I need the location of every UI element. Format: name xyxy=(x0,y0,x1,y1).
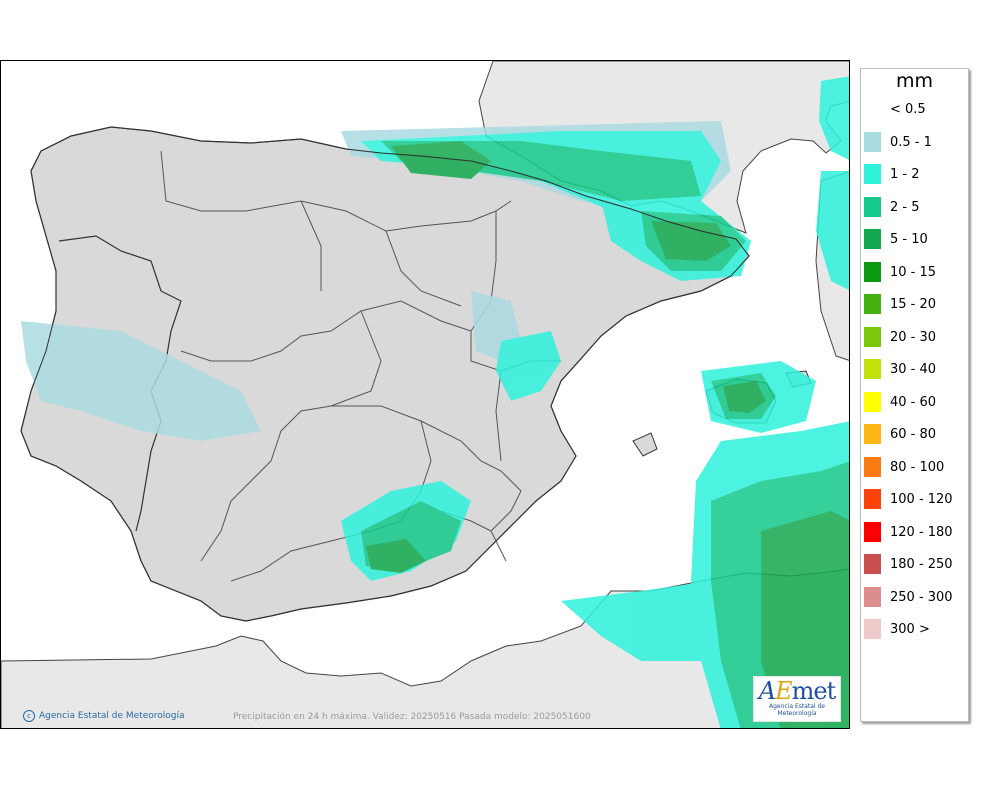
legend-swatch xyxy=(864,424,881,444)
legend-label: 120 - 180 xyxy=(890,524,953,540)
precipitation-legend: mm < 0.5 0.5 - 1 1 - 2 2 - 5 5 - 10 10 - 15 15… xyxy=(860,68,969,722)
legend-label: 180 - 250 xyxy=(890,557,953,572)
legend-item: 180 - 250 xyxy=(861,554,968,574)
legend-swatch xyxy=(864,586,881,607)
legend-swatch xyxy=(864,196,881,217)
legend-swatch xyxy=(864,359,881,379)
legend-label: 80 - 100 xyxy=(890,459,945,475)
legend-label: 0.5 - 1 xyxy=(890,134,932,150)
ibiza xyxy=(632,432,658,457)
precip-area-1-2 xyxy=(561,581,761,661)
legend-swatch xyxy=(864,294,881,314)
legend-unit: mm xyxy=(895,70,934,92)
legend-label: 15 - 20 xyxy=(890,297,937,312)
legend-label: 20 - 30 xyxy=(890,329,937,345)
precipitation-overlay xyxy=(21,76,849,728)
precip-area-5-10 xyxy=(651,221,731,261)
legend-item: 60 - 80 xyxy=(861,424,968,444)
portugal-border xyxy=(58,235,182,532)
agency-credit-text: Agencia Estatal de Meteorología xyxy=(39,711,185,721)
legend-item: < 0.5 xyxy=(861,99,968,119)
legend-swatch xyxy=(864,391,881,412)
legend-item: 5 - 10 xyxy=(861,229,968,249)
precip-area-5-10 xyxy=(391,141,491,179)
legend-label: 10 - 15 xyxy=(890,264,937,280)
legend-swatch xyxy=(864,619,881,639)
aemet-logo: AEmet Agencia Estatal de Meteorología xyxy=(753,676,841,722)
legend-swatch xyxy=(864,326,881,347)
legend-item: 20 - 30 xyxy=(861,326,968,347)
precip-area-0p5-1 xyxy=(21,321,261,441)
legend-label: 100 - 120 xyxy=(890,492,953,507)
legend-swatch xyxy=(864,456,881,477)
legend-label: < 0.5 xyxy=(890,102,926,117)
legend-swatch xyxy=(864,521,881,542)
legend-label: 5 - 10 xyxy=(890,232,928,247)
legend-swatch xyxy=(864,489,881,509)
precipitation-map: c Agencia Estatal de Meteorología Precip… xyxy=(0,60,850,729)
legend-label: 2 - 5 xyxy=(890,199,920,215)
legend-swatch xyxy=(864,164,881,184)
legend-label: 30 - 40 xyxy=(890,362,937,377)
legend-item: 2 - 5 xyxy=(861,196,968,217)
legend-item: 100 - 120 xyxy=(861,489,968,509)
legend-label: 1 - 2 xyxy=(890,167,920,182)
legend-label: 300 > xyxy=(890,622,930,637)
agency-credit: c Agencia Estatal de Meteorología xyxy=(23,710,185,722)
legend-label: 250 - 300 xyxy=(890,589,953,605)
legend-swatch xyxy=(864,99,881,119)
legend-item: 1 - 2 xyxy=(861,164,968,184)
precip-area-5-10 xyxy=(366,539,426,573)
legend-item: 80 - 100 xyxy=(861,456,968,477)
legend-label: 60 - 80 xyxy=(890,427,937,442)
precip-area-5-10 xyxy=(761,511,849,728)
copyright-icon: c xyxy=(23,710,35,722)
legend-item: 250 - 300 xyxy=(861,586,968,607)
map-canvas xyxy=(1,61,849,728)
aemet-logo-subtitle: Agencia Estatal de Meteorología xyxy=(768,703,825,717)
legend-item: 15 - 20 xyxy=(861,294,968,314)
legend-item: 30 - 40 xyxy=(861,359,968,379)
legend-swatch xyxy=(864,261,881,282)
precip-area-1-2 xyxy=(496,331,561,401)
map-caption: Precipitación en 24 h máxima. Validez: 2… xyxy=(233,712,591,722)
precip-area-5-10 xyxy=(723,381,766,413)
aemet-wordmark: AEmet xyxy=(758,677,836,705)
precip-area-1-2 xyxy=(819,76,849,160)
legend-swatch xyxy=(864,229,881,249)
legend-swatch xyxy=(864,554,881,574)
legend-swatch xyxy=(864,131,881,152)
legend-item: 0.5 - 1 xyxy=(861,131,968,152)
legend-item: 40 - 60 xyxy=(861,391,968,412)
legend-item: 10 - 15 xyxy=(861,261,968,282)
legend-item: 300 > xyxy=(861,619,968,639)
legend-item: 120 - 180 xyxy=(861,521,968,542)
coastline xyxy=(20,126,750,622)
legend-label: 40 - 60 xyxy=(890,394,937,410)
precip-area-1-2 xyxy=(816,171,849,290)
